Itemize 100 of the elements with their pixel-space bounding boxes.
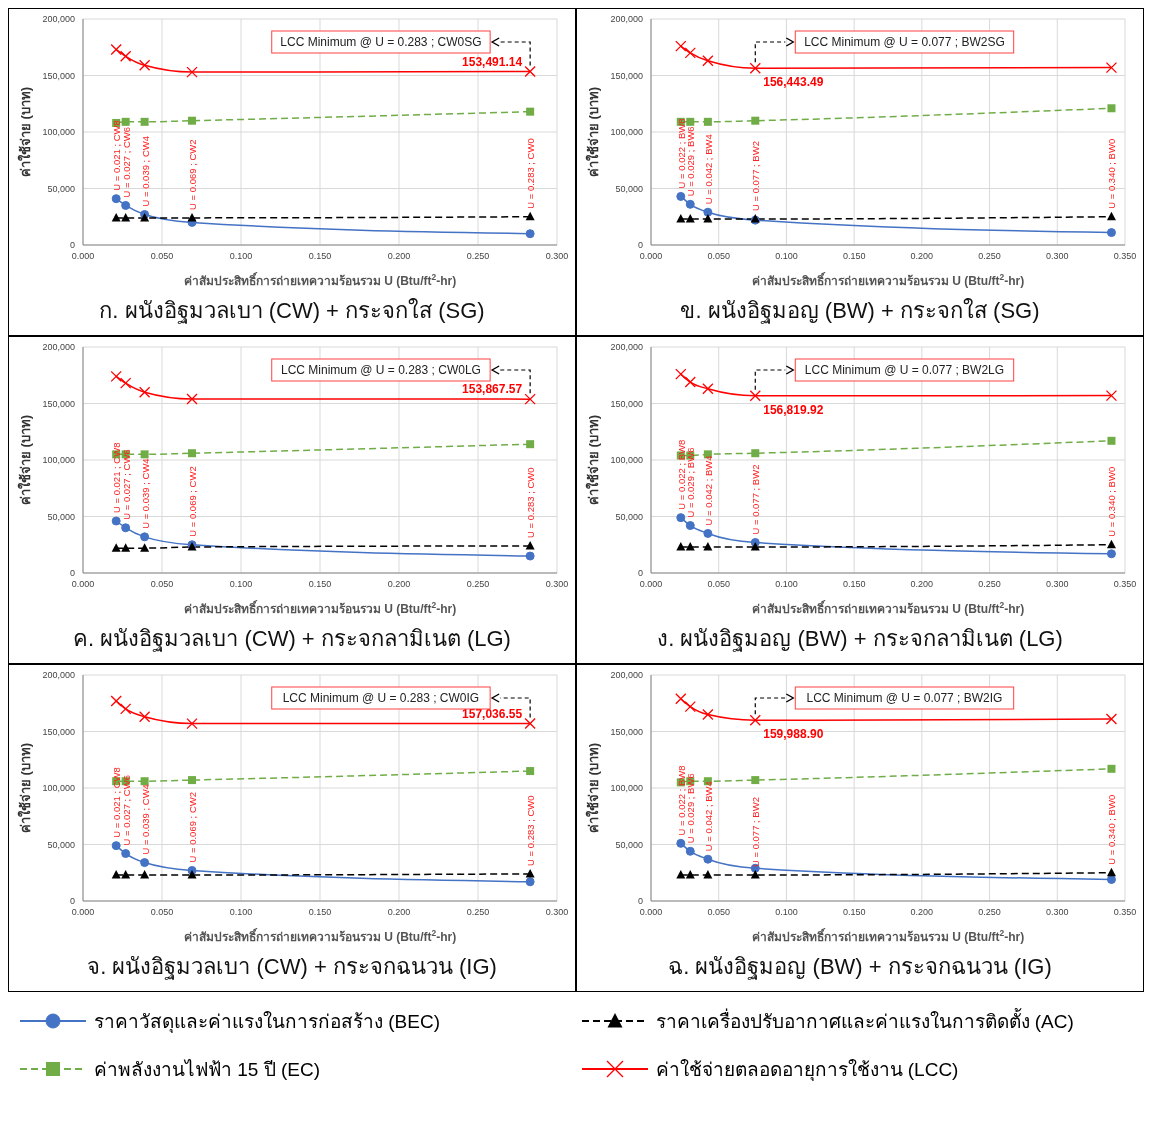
y-tick-label: 100,000 xyxy=(42,783,75,794)
x-tick-label: 0.300 xyxy=(545,907,569,918)
y-tick-label: 0 xyxy=(637,240,643,251)
annotation: U = 0.029 ; BW6 xyxy=(685,773,697,844)
annotation: LCC Minimum @ U = 0.283 ; CW0SG xyxy=(280,35,482,49)
x-tick-label: 0.100 xyxy=(775,579,798,590)
x-tick-label: 0.000 xyxy=(639,579,663,590)
x-tick-label: 0.350 xyxy=(1113,579,1137,590)
x-tick-label: 0.050 xyxy=(707,579,730,590)
annotation: LCC Minimum @ U = 0.077 ; BW2IG xyxy=(806,691,1003,705)
y-tick-label: 0 xyxy=(637,896,643,907)
y-tick-label: 200,000 xyxy=(610,342,643,353)
y-axis-title: ค่าใช้จ่าย (บาท) xyxy=(584,86,601,178)
y-tick-label: 150,000 xyxy=(42,398,75,409)
y-axis-title: ค่าใช้จ่าย (บาท) xyxy=(16,86,33,178)
x-tick-label: 0.150 xyxy=(842,251,866,262)
legend-label: ค่าพลังงานไฟฟ้า 15 ปี (EC) xyxy=(94,1058,321,1082)
y-tick-label: 0 xyxy=(69,568,75,579)
x-tick-label: 0.200 xyxy=(387,251,411,262)
x-tick-label: 0.300 xyxy=(1046,907,1069,918)
annotation: U = 0.021 ; CW8 xyxy=(111,120,123,191)
x-tick-label: 0.050 xyxy=(150,579,174,590)
y-tick-label: 150,000 xyxy=(610,398,643,409)
x-tick-label: 0.250 xyxy=(978,251,1001,262)
y-tick-label: 100,000 xyxy=(42,127,75,138)
data-label: 153,867.57 xyxy=(462,382,523,397)
x-tick-label: 0.250 xyxy=(466,907,490,918)
annotation: LCC Minimum @ U = 0.283 ; CW0LG xyxy=(280,363,481,377)
y-tick-label: 200,000 xyxy=(42,14,75,25)
text: ค. ผนังอิฐมวลเบา (CW) + กระจกลามิเนต (LG) xyxy=(72,625,512,654)
x-axis-title: ค่าสัมประสิทธิ์การถ่ายเทความร้อนรวม U (Btu/ft$^{2}$-hr) xyxy=(183,600,457,616)
legend-label: ค่าใช้จ่ายตลอดอายุการใช้งาน (LCC) xyxy=(655,1058,959,1083)
x-tick-label: 0.200 xyxy=(910,907,934,918)
y-tick-label: 200,000 xyxy=(42,670,75,681)
x-tick-label: 0.250 xyxy=(466,579,490,590)
annotation: U = 0.283 ; CW0 xyxy=(525,138,537,209)
x-tick-label: 0.100 xyxy=(775,251,798,262)
annotation: U = 0.029 ; BW6 xyxy=(685,126,697,197)
annotation: LCC Minimum @ U = 0.283 ; CW0IG xyxy=(282,691,480,705)
x-tick-label: 0.250 xyxy=(978,579,1001,590)
y-tick-label: 0 xyxy=(69,240,75,251)
legend-label: ราคาเครื่องปรับอากาศและค่าแรงในการติดตั้ง (AC) xyxy=(655,1007,1074,1034)
x-tick-label: 0.250 xyxy=(466,251,490,262)
annotation: U = 0.029 ; BW6 xyxy=(685,447,697,518)
x-tick-label: 0.050 xyxy=(707,251,730,262)
annotation: U = 0.027 ; CW6 xyxy=(120,126,132,198)
annotation: LCC Minimum @ U = 0.077 ; BW2LG xyxy=(804,363,1005,377)
annotation: U = 0.039 ; CW4 xyxy=(139,135,151,207)
x-tick-label: 0.000 xyxy=(639,907,663,918)
x-tick-label: 0.200 xyxy=(387,579,411,590)
y-tick-label: 200,000 xyxy=(610,14,643,25)
x-tick-label: 0.350 xyxy=(1113,907,1137,918)
x-tick-label: 0.050 xyxy=(707,907,730,918)
annotation: U = 0.027 ; CW6 xyxy=(120,449,132,520)
data-label: 153,491.14 xyxy=(462,54,523,69)
data-label: 156,819.92 xyxy=(763,402,824,417)
x-tick-label: 0.350 xyxy=(1113,251,1137,262)
legend-label: ราคาวัสดุและค่าแรงในการก่อสร้าง (BEC) xyxy=(94,1010,440,1035)
x-tick-label: 0.200 xyxy=(910,579,934,590)
annotation: U = 0.340 ; BW0 xyxy=(1106,794,1118,865)
x-tick-label: 0.150 xyxy=(308,907,332,918)
text: จ. ผนังอิฐมวลเบา (CW) + กระจกฉนวน (IG) xyxy=(86,953,498,982)
x-tick-label: 0.100 xyxy=(229,579,253,590)
annotation: U = 0.042 ; BW4 xyxy=(702,781,714,852)
y-tick-label: 150,000 xyxy=(610,70,643,81)
y-axis-title: ค่าใช้จ่าย (บาท) xyxy=(584,414,601,506)
x-axis-title: ค่าสัมประสิทธิ์การถ่ายเทความร้อนรวม U (Btu/ft$^{2}$-hr) xyxy=(751,600,1025,616)
annotation: U = 0.022 ; BW8 xyxy=(675,765,687,836)
x-tick-label: 0.100 xyxy=(775,907,798,918)
x-tick-label: 0.200 xyxy=(910,251,934,262)
annotation: U = 0.077 ; BW2 xyxy=(750,464,762,535)
text: ก. ผนังอิฐมวลเบา (CW) + กระจกใส (SG) xyxy=(98,297,486,326)
annotation: U = 0.077 ; BW2 xyxy=(750,141,762,212)
annotation: U = 0.283 ; CW0 xyxy=(525,467,537,538)
annotation: U = 0.077 ; BW2 xyxy=(750,797,762,868)
annotation: U = 0.027 ; CW6 xyxy=(120,775,132,846)
annotation: U = 0.069 ; CW2 xyxy=(187,791,199,863)
y-tick-label: 100,000 xyxy=(610,783,643,794)
annotation: U = 0.022 ; BW8 xyxy=(675,118,687,189)
y-tick-label: 50,000 xyxy=(47,183,75,194)
data-label: 156,443.49 xyxy=(763,75,824,90)
x-tick-label: 0.100 xyxy=(229,907,253,918)
y-tick-label: 150,000 xyxy=(42,70,75,81)
y-tick-label: 100,000 xyxy=(610,127,643,138)
x-axis-title: ค่าสัมประสิทธิ์การถ่ายเทความร้อนรวม U (Btu/ft$^{2}$-hr) xyxy=(751,928,1025,944)
annotation: U = 0.283 ; CW0 xyxy=(525,795,537,866)
x-tick-label: 0.150 xyxy=(842,907,866,918)
annotation: U = 0.042 ; BW4 xyxy=(702,455,714,526)
text: ฉ. ผนังอิฐมอญ (BW) + กระจกฉนวน (IG) xyxy=(667,953,1053,982)
x-tick-label: 0.200 xyxy=(387,907,411,918)
x-tick-label: 0.050 xyxy=(150,251,174,262)
y-tick-label: 50,000 xyxy=(615,839,643,850)
annotation: U = 0.069 ; CW2 xyxy=(187,139,199,210)
data-label: 157,036.55 xyxy=(462,706,523,721)
x-tick-label: 0.100 xyxy=(229,251,253,262)
y-tick-label: 0 xyxy=(637,568,643,579)
annotation: U = 0.069 ; CW2 xyxy=(187,466,199,537)
y-tick-label: 0 xyxy=(69,896,75,907)
y-tick-label: 200,000 xyxy=(610,670,643,681)
y-axis-title: ค่าใช้จ่าย (บาท) xyxy=(16,414,33,506)
